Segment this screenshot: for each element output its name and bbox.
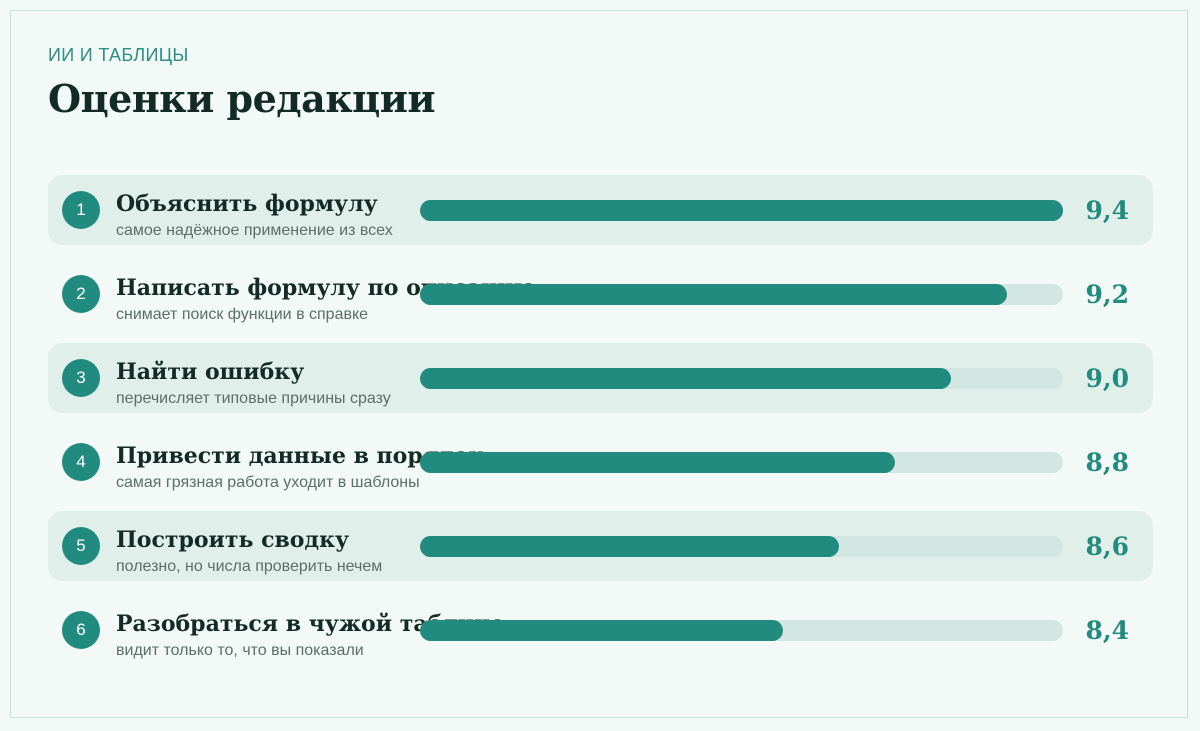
rank-badge: 2 [62, 275, 100, 313]
task-note: самая грязная работа уходит в шаблоны [116, 474, 420, 491]
rank-badge: 4 [62, 443, 100, 481]
rank-badge: 1 [62, 191, 100, 229]
rank-badge: 5 [62, 527, 100, 565]
rating-row: 2 Написать формулу по описанию снимает пои… [48, 259, 1153, 329]
card-frame [10, 10, 1188, 718]
score-value: 8,6 [1085, 532, 1130, 561]
rating-row: 1 Объяснить формулу самое надёжное примене… [48, 175, 1153, 245]
bar-fill [420, 368, 951, 389]
rank-badge: 3 [62, 359, 100, 397]
score-value: 9,4 [1085, 196, 1130, 225]
bar-track [420, 200, 1063, 221]
rating-row: 5 Построить сводку полезно, но числа прове… [48, 511, 1153, 581]
rank-badge: 6 [62, 611, 100, 649]
page-title: Оценки редакции [48, 76, 436, 121]
task-note: видит только то, что вы показали [116, 642, 364, 659]
rating-row: 6 Разобраться в чужой таблице видит только… [48, 595, 1153, 665]
task-note: самое надёжное применение из всех [116, 222, 393, 239]
score-value: 8,8 [1085, 448, 1130, 477]
bar-fill [420, 536, 839, 557]
section-kicker: ИИ И ТАБЛИЦЫ [48, 45, 189, 65]
bar-fill [420, 452, 895, 473]
bar-track [420, 368, 1063, 389]
bar-fill [420, 284, 1007, 305]
score-value: 9,2 [1085, 280, 1130, 309]
rating-row: 4 Привести данные в порядок самая грязная … [48, 427, 1153, 497]
score-value: 9,0 [1085, 364, 1130, 393]
bar-track [420, 536, 1063, 557]
task-name: Объяснить формулу [116, 191, 378, 217]
task-note: снимает поиск функции в справке [116, 306, 369, 323]
score-value: 8,4 [1085, 616, 1130, 645]
task-name: Построить сводку [116, 527, 350, 553]
bar-fill [420, 620, 783, 641]
bar-track [420, 284, 1063, 305]
task-note: перечисляет типовые причины сразу [116, 390, 391, 407]
bar-track [420, 620, 1063, 641]
task-note: полезно, но числа проверить нечем [116, 558, 383, 575]
bar-track [420, 452, 1063, 473]
task-name: Найти ошибку [116, 359, 305, 385]
bar-fill [420, 200, 1063, 221]
rating-row: 3 Найти ошибку перечисляет типовые причины… [48, 343, 1153, 413]
